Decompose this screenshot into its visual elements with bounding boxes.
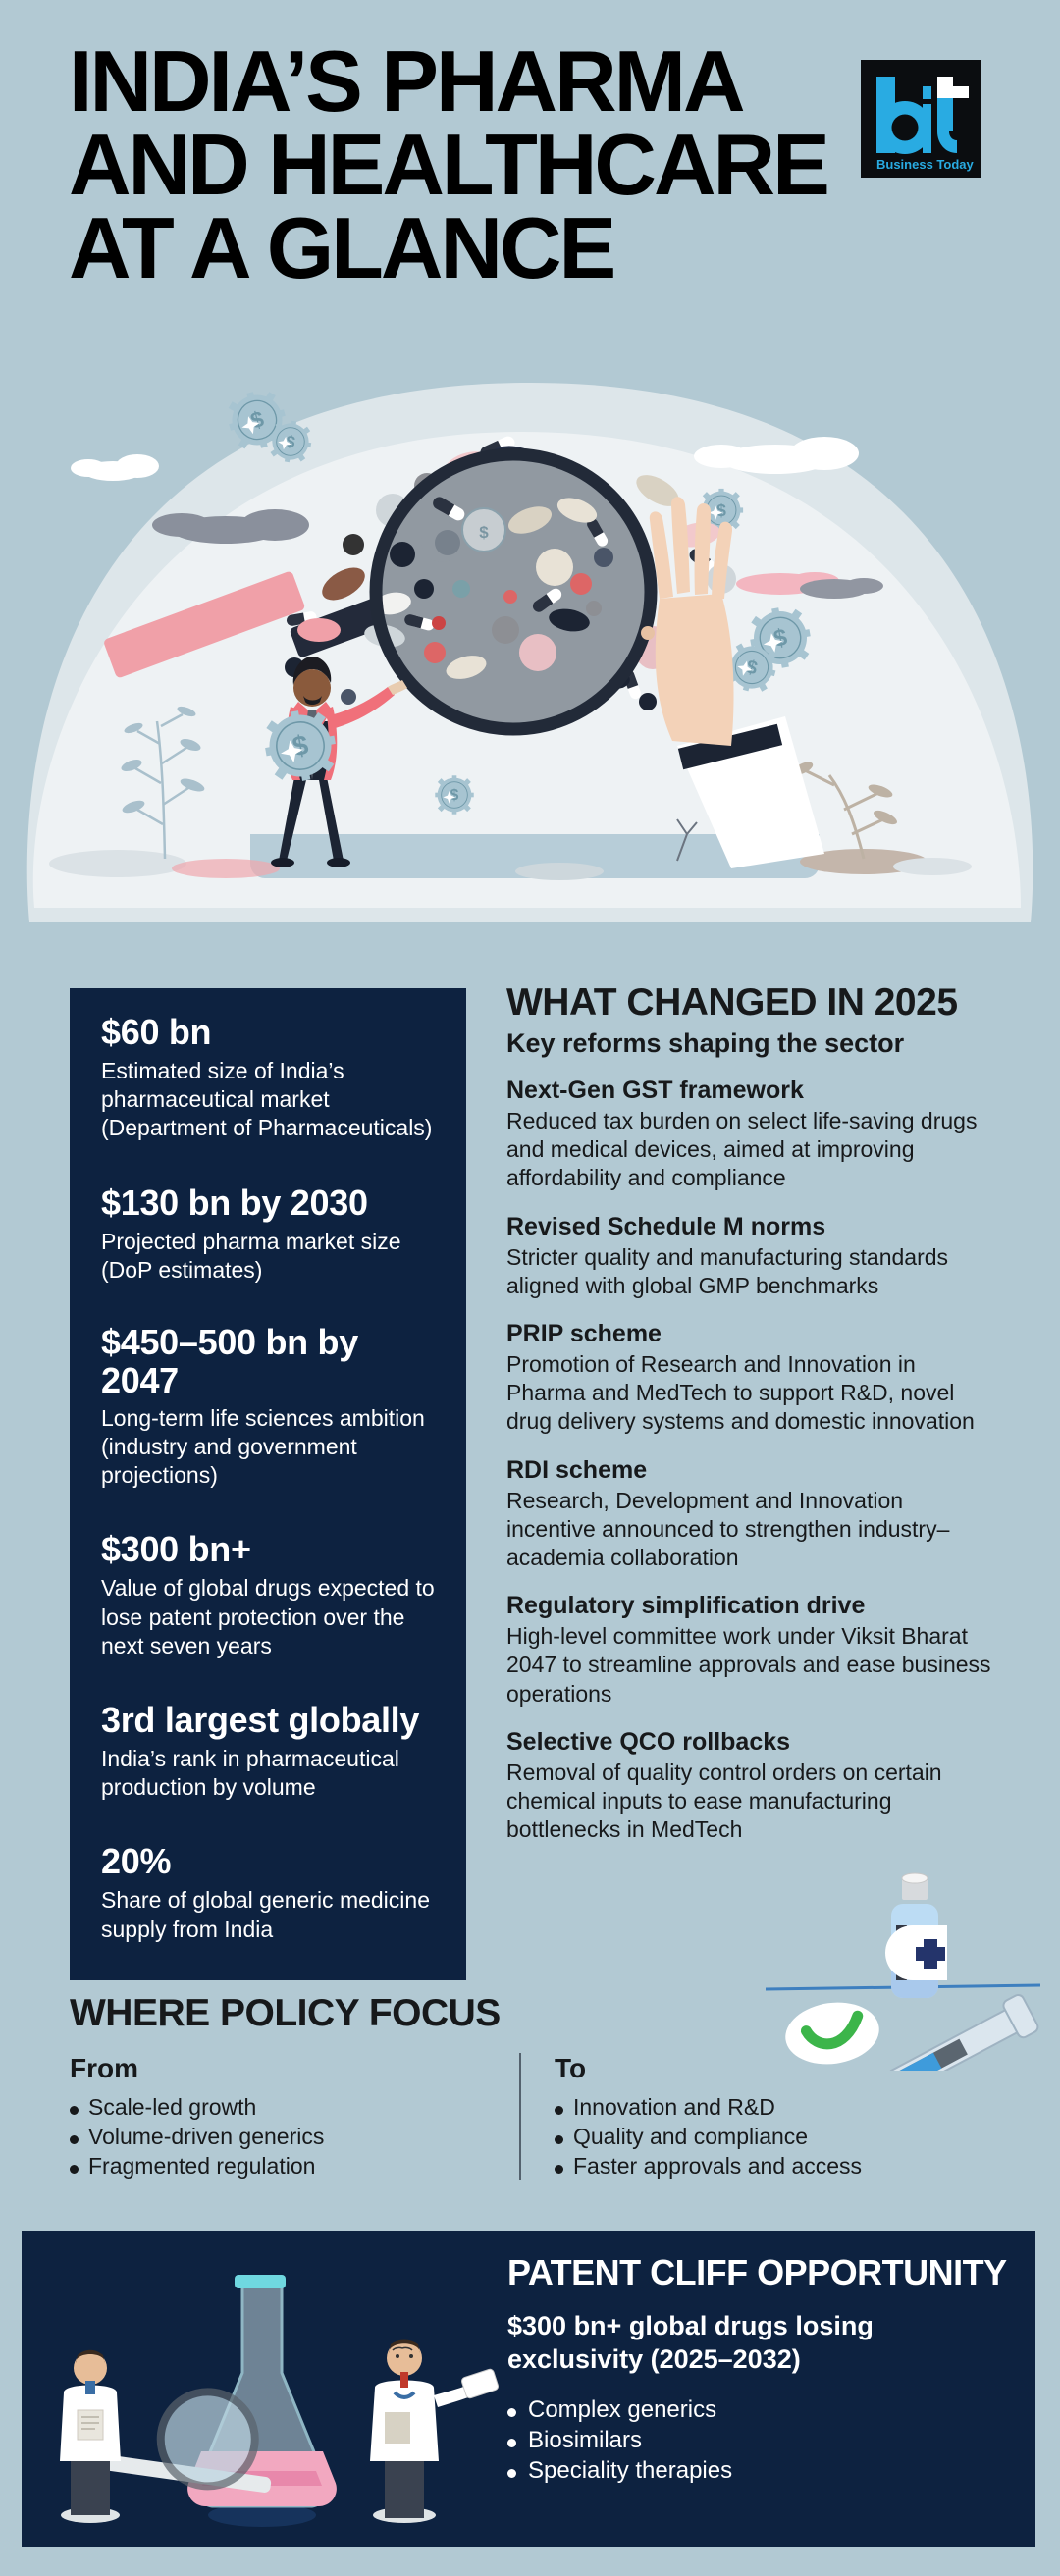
svg-text:Business Today: Business Today xyxy=(876,157,975,172)
svg-text:$: $ xyxy=(479,523,489,542)
